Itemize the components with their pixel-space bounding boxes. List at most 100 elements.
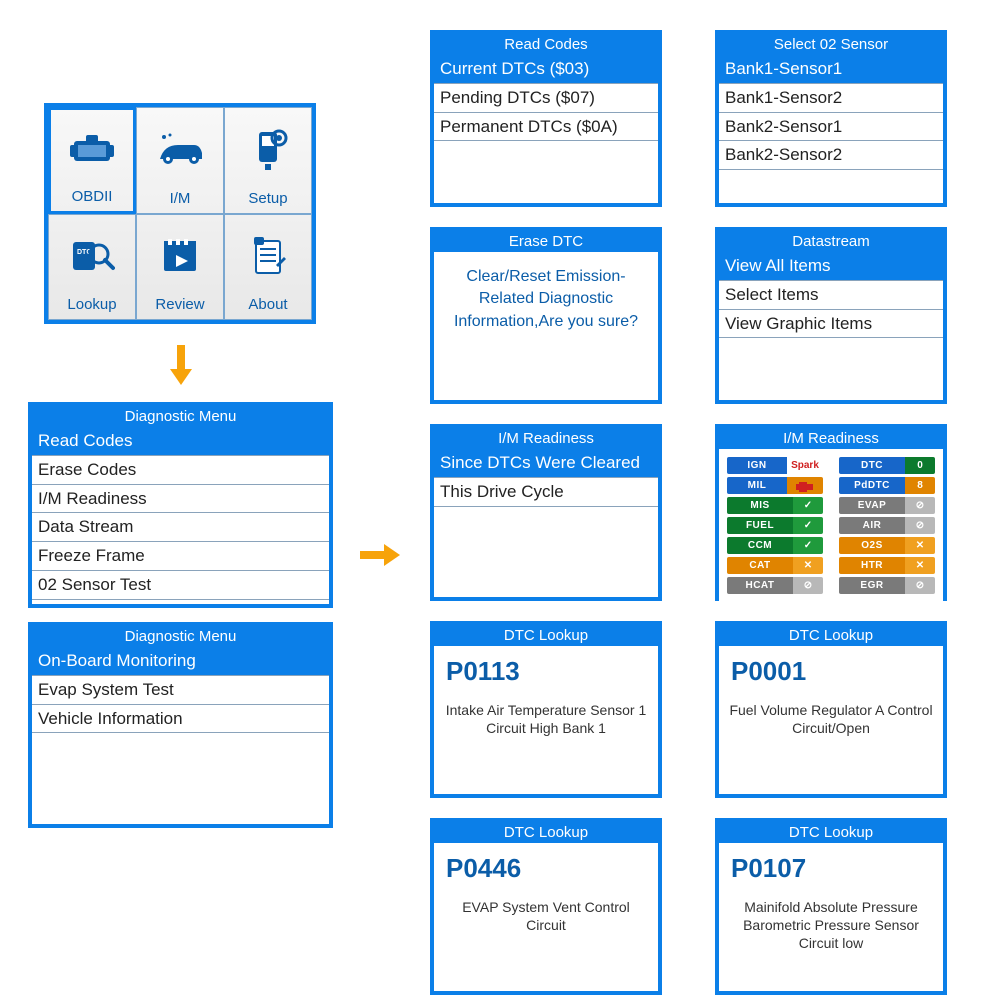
review-icon: [141, 221, 219, 293]
im-tag-dtc: DTC0: [839, 457, 935, 474]
list-item[interactable]: Select Items: [719, 281, 943, 310]
im-tag-ccm: CCM✓: [727, 537, 823, 554]
erase-dtc-message: Clear/Reset Emission-Related Diagnostic …: [434, 252, 658, 347]
list-item[interactable]: Data Stream: [32, 513, 329, 542]
main-menu-label: OBDII: [72, 188, 113, 205]
im-tag-evap: EVAP⊘: [839, 497, 935, 514]
im-tag-htr: HTR✕: [839, 557, 935, 574]
list-item[interactable]: Bank1-Sensor2: [719, 84, 943, 113]
im-tag-cat: CAT✕: [727, 557, 823, 574]
list-item[interactable]: Bank2-Sensor1: [719, 113, 943, 142]
list-item[interactable]: View All Items: [719, 252, 943, 281]
panel-title: DTC Lookup: [434, 625, 658, 646]
im-tag-label: EGR: [839, 577, 905, 594]
im-tag-egr: EGR⊘: [839, 577, 935, 594]
list-item[interactable]: Current DTCs ($03): [434, 55, 658, 84]
panel-title: Read Codes: [434, 34, 658, 55]
panel-body: P0113 Intake Air Temperature Sensor 1 Ci…: [434, 646, 658, 794]
main-menu: OBDII I/M Setup DTCLookupReview About: [44, 103, 316, 324]
im-tag-ign: IGNSpark: [727, 457, 823, 474]
dtc-desc: Mainifold Absolute Pressure Barometric P…: [719, 884, 943, 953]
main-menu-label: Lookup: [67, 296, 116, 313]
panel-title: Diagnostic Menu: [32, 406, 329, 427]
list-item[interactable]: 02 Sensor Test: [32, 571, 329, 600]
im-tag-label: CCM: [727, 537, 793, 554]
im-tag-value: ✕: [905, 537, 935, 554]
erase-dtc-panel: Erase DTC Clear/Reset Emission-Related D…: [430, 227, 662, 404]
list-item[interactable]: Erase Codes: [32, 456, 329, 485]
panel-body: P0107 Mainifold Absolute Pressure Barome…: [719, 843, 943, 991]
dtc-desc: EVAP System Vent Control Circuit: [434, 884, 658, 934]
diagnostic-menu-2: Diagnostic Menu On-Board MonitoringEvap …: [28, 622, 333, 828]
im-tag-value: ✓: [793, 517, 823, 534]
list-item[interactable]: View Graphic Items: [719, 310, 943, 339]
list-item[interactable]: This Drive Cycle: [434, 478, 658, 507]
list-item[interactable]: Evap System Test: [32, 676, 329, 705]
im-tag-value: ⊘: [905, 497, 935, 514]
read-codes-panel: Read Codes Current DTCs ($03)Pending DTC…: [430, 30, 662, 207]
list-item[interactable]: I/M Readiness: [32, 485, 329, 514]
im-tag-label: HCAT: [727, 577, 793, 594]
panel-title: DTC Lookup: [434, 822, 658, 843]
im-tag-value: ✕: [905, 557, 935, 574]
list-item[interactable]: Freeze Frame: [32, 542, 329, 571]
im-status-body: IGNSparkMILMIS✓FUEL✓CCM✓CAT✕HCAT⊘ DTC0Pd…: [719, 449, 943, 602]
list-item[interactable]: Permanent DTCs ($0A): [434, 113, 658, 142]
panel-title: Erase DTC: [434, 231, 658, 252]
im-tag-value: 8: [905, 477, 935, 494]
panel-title: I/M Readiness: [719, 428, 943, 449]
obdii-icon: [55, 116, 129, 184]
im-tag-value: Spark: [787, 457, 823, 474]
dtc-desc: Intake Air Temperature Sensor 1 Circuit …: [434, 687, 658, 737]
panel-body: Read CodesErase CodesI/M ReadinessData S…: [32, 427, 329, 604]
list-item[interactable]: On-Board Monitoring: [32, 647, 329, 676]
dtc-lookup-2: DTC Lookup P0001 Fuel Volume Regulator A…: [715, 621, 947, 798]
dtc-code: P0107: [719, 843, 943, 884]
panel-title: Select 02 Sensor: [719, 34, 943, 55]
main-menu-review[interactable]: Review: [136, 214, 224, 321]
list-item[interactable]: Vehicle Information: [32, 705, 329, 734]
im-tag-label: MIL: [727, 477, 787, 494]
im-tag-label: EVAP: [839, 497, 905, 514]
datastream-panel: Datastream View All ItemsSelect ItemsVie…: [715, 227, 947, 404]
main-menu-label: I/M: [170, 190, 191, 207]
list-item[interactable]: Pending DTCs ($07): [434, 84, 658, 113]
im-tag-value: ✕: [793, 557, 823, 574]
list-item[interactable]: Bank1-Sensor1: [719, 55, 943, 84]
panel-body: Current DTCs ($03)Pending DTCs ($07)Perm…: [434, 55, 658, 203]
im-tag-pddtc: PdDTC8: [839, 477, 935, 494]
list-item[interactable]: Read Codes: [32, 427, 329, 456]
dtc-code: P0446: [434, 843, 658, 884]
main-menu-lookup[interactable]: DTCLookup: [48, 214, 136, 321]
im-tag-air: AIR⊘: [839, 517, 935, 534]
select-o2-panel: Select 02 Sensor Bank1-Sensor1Bank1-Sens…: [715, 30, 947, 207]
panel-body: Clear/Reset Emission-Related Diagnostic …: [434, 252, 658, 400]
main-menu-label: About: [248, 296, 287, 313]
dtc-lookup-3: DTC Lookup P0446 EVAP System Vent Contro…: [430, 818, 662, 995]
list-item[interactable]: Bank2-Sensor2: [719, 141, 943, 170]
list-item[interactable]: Since DTCs Were Cleared: [434, 449, 658, 478]
im-tag-label: MIS: [727, 497, 793, 514]
im-tag-hcat: HCAT⊘: [727, 577, 823, 594]
main-menu-obdii[interactable]: OBDII: [48, 107, 136, 214]
im-tag-value: ⊘: [905, 517, 935, 534]
im-tag-label: DTC: [839, 457, 905, 474]
dtc-desc: Fuel Volume Regulator A Control Circuit/…: [719, 687, 943, 737]
panel-title: Diagnostic Menu: [32, 626, 329, 647]
im-tag-value: ⊘: [793, 577, 823, 594]
about-icon: [229, 221, 307, 293]
im-tag-fuel: FUEL✓: [727, 517, 823, 534]
im-tag-value: ✓: [793, 497, 823, 514]
diagnostic-menu-1: Diagnostic Menu Read CodesErase CodesI/M…: [28, 402, 333, 608]
im-tag-value: ✓: [793, 537, 823, 554]
im-tag-label: HTR: [839, 557, 905, 574]
main-menu-i-m[interactable]: I/M: [136, 107, 224, 214]
main-menu-about[interactable]: About: [224, 214, 312, 321]
im-tag-mil: MIL: [727, 477, 823, 494]
im-tag-label: PdDTC: [839, 477, 905, 494]
dtc-code: P0113: [434, 646, 658, 687]
im-col-left: IGNSparkMILMIS✓FUEL✓CCM✓CAT✕HCAT⊘: [727, 457, 823, 594]
panel-body: Bank1-Sensor1Bank1-Sensor2Bank2-Sensor1B…: [719, 55, 943, 203]
main-menu-setup[interactable]: Setup: [224, 107, 312, 214]
im-tag-label: AIR: [839, 517, 905, 534]
